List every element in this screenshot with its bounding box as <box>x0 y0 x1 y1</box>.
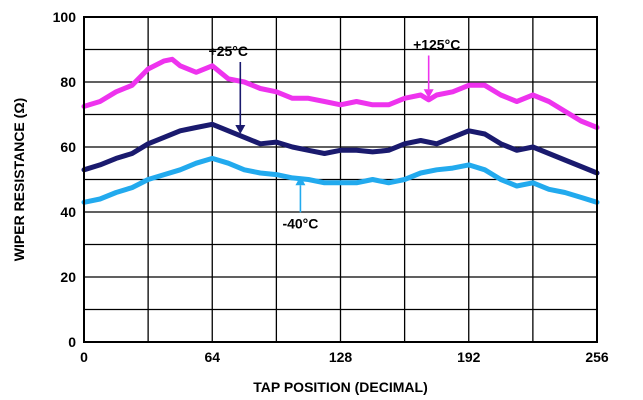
x-tick-label: 128 <box>329 349 353 365</box>
x-tick-label: 0 <box>80 349 88 365</box>
y-tick-label: 60 <box>60 139 76 155</box>
x-axis-title: TAP POSITION (DECIMAL) <box>253 379 427 395</box>
annotation-layer: +25°C +125°C -40°C <box>209 37 461 232</box>
y-tick-label: 0 <box>68 334 76 350</box>
x-tick-label: 192 <box>457 349 481 365</box>
grid <box>84 17 597 342</box>
y-tick-label: 80 <box>60 74 76 90</box>
annotation-label: +25°C <box>209 43 248 59</box>
y-tick-label: 40 <box>60 204 76 220</box>
x-tick-label: 64 <box>204 349 220 365</box>
y-tick-label: 20 <box>60 269 76 285</box>
series-line-125c <box>81 56 600 130</box>
annotation-label: +125°C <box>413 37 460 53</box>
y-tick-labels: 0 20 40 60 80 100 <box>53 9 77 350</box>
series-line-40c <box>81 155 600 205</box>
x-tick-label: 256 <box>585 349 609 365</box>
plot-frame <box>83 16 598 343</box>
series-layer <box>81 56 600 205</box>
annotation-arrowhead <box>235 125 246 134</box>
annotation-label: -40°C <box>282 215 318 231</box>
annotation-arrowhead <box>295 176 306 186</box>
annotation-arrowhead <box>423 89 434 99</box>
x-tick-labels: 0 64 128 192 256 <box>80 349 609 365</box>
y-tick-label: 100 <box>53 9 77 25</box>
series-line-25c <box>81 121 600 176</box>
y-axis-title: WIPER RESISTANCE (Ω) <box>11 98 27 261</box>
